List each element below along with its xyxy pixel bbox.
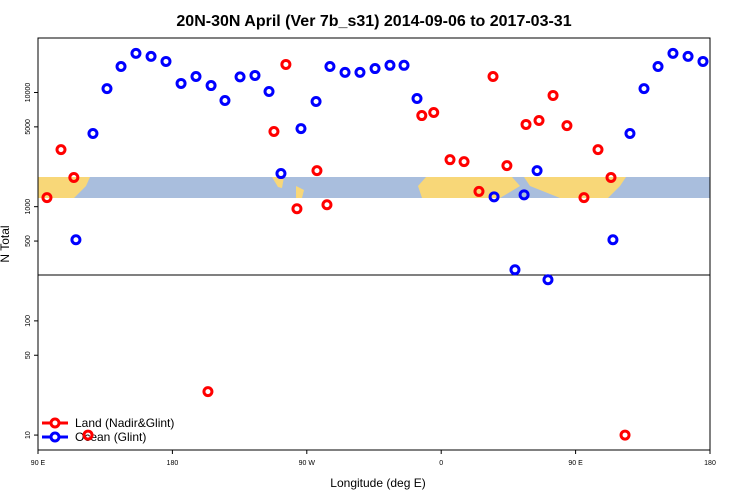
y-axis-label: N Total bbox=[0, 225, 12, 262]
y-tick-label: 100 bbox=[25, 315, 32, 327]
data-point bbox=[295, 123, 307, 135]
x-tick-label: 180 bbox=[704, 460, 716, 467]
data-point bbox=[339, 66, 351, 78]
data-point bbox=[130, 47, 142, 59]
data-point bbox=[542, 274, 554, 286]
data-point bbox=[592, 144, 604, 156]
legend-label: Land (Nadir&Glint) bbox=[75, 416, 174, 430]
data-point bbox=[234, 71, 246, 83]
data-point bbox=[561, 120, 573, 132]
data-point bbox=[682, 50, 694, 62]
data-point bbox=[607, 234, 619, 246]
data-point bbox=[321, 199, 333, 211]
x-tick-label: 90 W bbox=[299, 460, 316, 467]
data-point bbox=[652, 60, 664, 72]
x-tick-label: 90 E bbox=[568, 460, 583, 467]
land-strip bbox=[418, 177, 520, 198]
data-point bbox=[458, 156, 470, 168]
data-point bbox=[619, 429, 631, 441]
land-strip bbox=[524, 177, 626, 198]
data-point bbox=[547, 89, 559, 101]
data-point bbox=[310, 95, 322, 107]
y-tick-label: 5000 bbox=[25, 119, 32, 135]
data-point bbox=[275, 168, 287, 180]
land-strip bbox=[38, 177, 90, 198]
data-point bbox=[82, 429, 94, 441]
plot-frame bbox=[37, 37, 711, 451]
data-point bbox=[369, 63, 381, 75]
y-tick-label: 50 bbox=[25, 351, 32, 359]
data-point bbox=[115, 60, 127, 72]
data-point bbox=[202, 386, 214, 398]
data-point bbox=[70, 234, 82, 246]
data-point bbox=[444, 154, 456, 166]
data-point bbox=[473, 185, 485, 197]
data-point bbox=[411, 93, 423, 105]
data-point bbox=[605, 172, 617, 184]
data-point bbox=[518, 189, 530, 201]
data-point bbox=[175, 77, 187, 89]
data-point bbox=[578, 192, 590, 204]
data-point bbox=[488, 191, 500, 203]
map-strip bbox=[38, 177, 710, 198]
data-point bbox=[501, 160, 513, 172]
legend-marker bbox=[49, 417, 61, 429]
data-point bbox=[638, 83, 650, 95]
data-point bbox=[697, 55, 709, 67]
data-point bbox=[520, 118, 532, 130]
data-point bbox=[416, 110, 428, 122]
x-tick-label: 0 bbox=[439, 460, 443, 467]
data-point bbox=[291, 203, 303, 215]
data-point bbox=[509, 264, 521, 276]
data-point bbox=[145, 50, 157, 62]
data-point bbox=[101, 83, 113, 95]
data-point bbox=[311, 165, 323, 177]
data-point bbox=[624, 128, 636, 140]
y-tick-label: 1000 bbox=[25, 199, 32, 215]
land-strip bbox=[296, 186, 304, 198]
chart-title: 20N-30N April (Ver 7b_s31) 2014-09-06 to… bbox=[176, 13, 571, 30]
data-point bbox=[190, 71, 202, 83]
data-point bbox=[324, 60, 336, 72]
y-tick-label: 10 bbox=[25, 431, 32, 439]
data-point bbox=[533, 115, 545, 127]
data-point bbox=[531, 165, 543, 177]
x-tick-label: 90 E bbox=[31, 460, 46, 467]
data-point bbox=[249, 69, 261, 81]
data-point bbox=[384, 59, 396, 71]
land-strip bbox=[272, 177, 284, 188]
data-point bbox=[280, 58, 292, 70]
data-point bbox=[354, 66, 366, 78]
x-axis-label: Longitude (deg E) bbox=[330, 476, 425, 490]
data-point bbox=[55, 144, 67, 156]
data-point bbox=[205, 80, 217, 92]
data-point bbox=[87, 128, 99, 140]
data-point bbox=[41, 192, 53, 204]
data-point bbox=[268, 126, 280, 138]
y-tick-label: 500 bbox=[25, 235, 32, 247]
data-point bbox=[667, 47, 679, 59]
legend-marker bbox=[49, 431, 61, 443]
x-tick-label: 180 bbox=[167, 460, 179, 467]
data-point bbox=[428, 106, 440, 118]
data-point bbox=[263, 86, 275, 98]
y-tick-label: 10000 bbox=[25, 83, 32, 103]
data-point bbox=[160, 55, 172, 67]
data-point bbox=[219, 95, 231, 107]
data-point bbox=[68, 172, 80, 184]
data-point bbox=[487, 71, 499, 83]
data-point bbox=[398, 59, 410, 71]
